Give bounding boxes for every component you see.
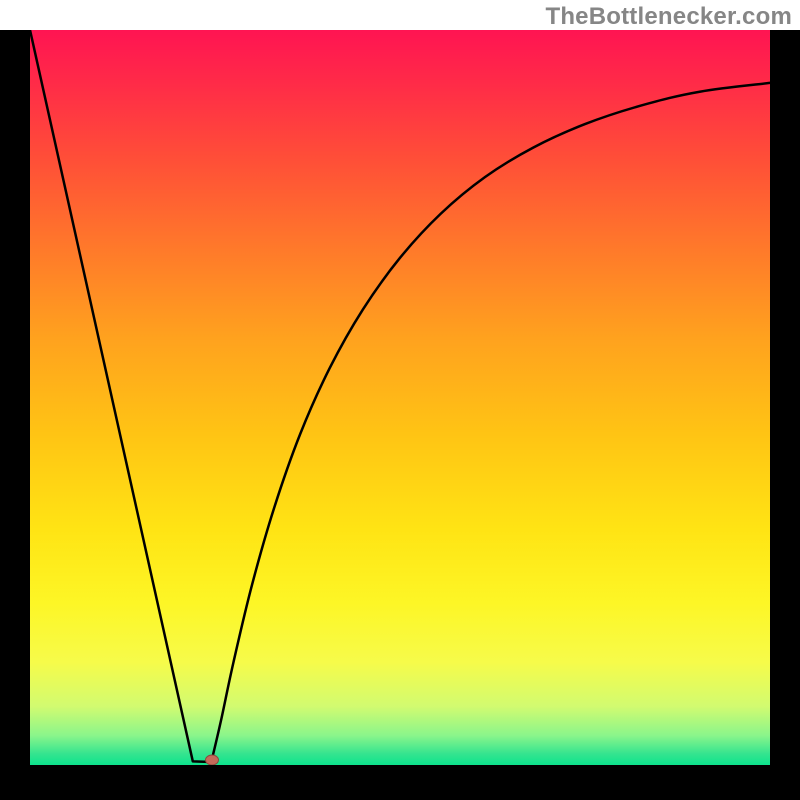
watermark-text: TheBottlenecker.com (545, 3, 792, 31)
plot-frame (0, 30, 800, 800)
bottleneck-curve (30, 30, 770, 762)
curve-svg (30, 30, 770, 765)
optimal-point-marker (205, 754, 219, 765)
plot-area (30, 30, 770, 765)
chart-container: TheBottlenecker.com (0, 0, 800, 800)
